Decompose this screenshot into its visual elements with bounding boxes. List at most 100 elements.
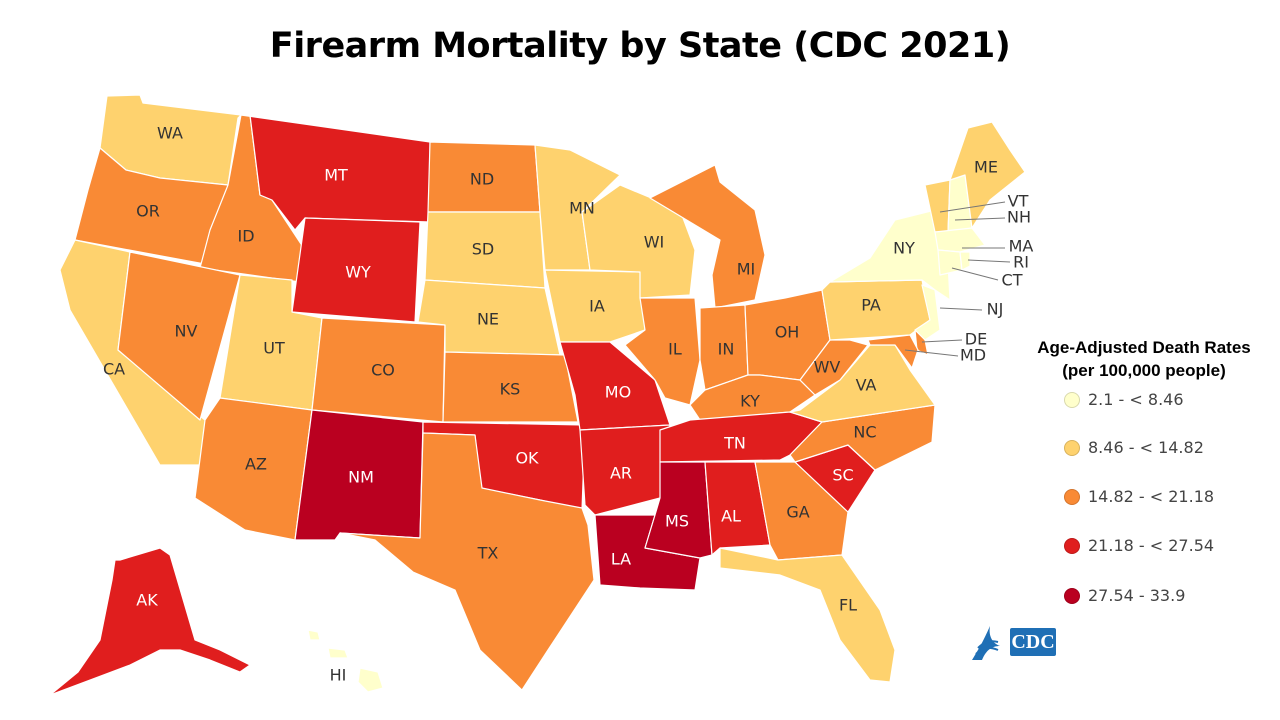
legend-swatch — [1064, 537, 1080, 554]
label-ar: AR — [610, 464, 632, 483]
label-tx: TX — [477, 544, 499, 563]
label-sd: SD — [472, 240, 494, 259]
label-sc: SC — [832, 466, 853, 485]
legend-label: 2.1 - < 8.46 — [1088, 390, 1184, 409]
hhs-eagle-icon — [972, 626, 1000, 660]
label-nc: NC — [853, 423, 876, 442]
label-mn: MN — [569, 199, 595, 218]
label-vt: VT — [1008, 192, 1029, 211]
legend-label: 27.54 - 33.9 — [1088, 586, 1186, 605]
label-ky: KY — [740, 392, 760, 411]
label-co: CO — [371, 361, 395, 380]
label-nd: ND — [470, 170, 494, 189]
label-nh: NH — [1007, 208, 1031, 227]
state-ME[interactable] — [949, 121, 1026, 229]
label-mo: MO — [605, 383, 631, 402]
label-al: AL — [721, 507, 741, 526]
legend-item: 27.54 - 33.9 — [1064, 586, 1185, 605]
label-ct: CT — [1002, 271, 1023, 290]
legend-item: 2.1 - < 8.46 — [1064, 390, 1184, 409]
label-nm: NM — [348, 468, 374, 487]
state-IL[interactable] — [624, 297, 701, 406]
legend-item: 21.18 - < 27.54 — [1064, 536, 1214, 555]
label-me: ME — [974, 158, 998, 177]
legend-item: 14.82 - < 21.18 — [1064, 487, 1214, 506]
label-ms: MS — [665, 512, 689, 531]
legend-title-line2: (per 100,000 people) — [1062, 361, 1226, 380]
label-nj: NJ — [987, 300, 1004, 319]
state-MI[interactable] — [649, 164, 766, 309]
label-wi: WI — [644, 233, 665, 252]
label-oh: OH — [775, 323, 800, 342]
label-ia: IA — [589, 297, 605, 316]
label-de: DE — [965, 330, 987, 349]
label-ca: CA — [103, 360, 125, 379]
label-wv: WV — [814, 358, 841, 377]
state-WY[interactable] — [291, 217, 421, 323]
label-ny: NY — [893, 239, 915, 258]
leader-ri — [967, 259, 1011, 263]
legend: Age-Adjusted Death Rates (per 100,000 pe… — [1026, 336, 1262, 605]
label-ks: KS — [500, 380, 521, 399]
state-AR[interactable] — [579, 424, 671, 516]
state-HI[interactable] — [357, 667, 384, 693]
legend-label: 14.82 - < 21.18 — [1088, 487, 1215, 506]
state-RI[interactable] — [959, 251, 971, 271]
label-ut: UT — [263, 339, 285, 358]
leader-ct — [951, 267, 999, 281]
label-fl: FL — [839, 596, 857, 615]
cdc-logo: CDC — [972, 626, 1056, 660]
label-md: MD — [960, 346, 986, 365]
legend-item: 8.46 - < 14.82 — [1064, 438, 1204, 457]
label-ri: RI — [1013, 253, 1029, 272]
state-HI-2[interactable] — [307, 629, 321, 641]
label-id: ID — [237, 227, 254, 246]
label-ma: MA — [1009, 237, 1034, 256]
leader-md — [904, 349, 959, 357]
legend-swatch — [1064, 391, 1080, 408]
label-wy: WY — [345, 263, 371, 282]
label-ok: OK — [515, 449, 539, 468]
state-TX[interactable] — [339, 432, 595, 691]
legend-swatch — [1064, 439, 1080, 456]
leader-nh — [954, 217, 1006, 221]
legend-label: 21.18 - < 27.54 — [1088, 536, 1215, 555]
label-or: OR — [136, 202, 160, 221]
label-ak: AK — [136, 591, 158, 610]
state-AK[interactable] — [49, 547, 251, 696]
state-CT[interactable] — [937, 249, 963, 276]
state-MD[interactable] — [867, 334, 919, 369]
label-hi: HI — [330, 666, 347, 685]
label-wa: WA — [157, 124, 183, 143]
label-ga: GA — [786, 503, 809, 522]
label-in: IN — [718, 340, 735, 359]
state-FL[interactable] — [719, 547, 896, 683]
legend-swatch — [1064, 587, 1080, 604]
page-title: Firearm Mortality by State (CDC 2021) — [269, 26, 1011, 66]
label-il: IL — [668, 340, 682, 359]
legend-swatch — [1064, 488, 1080, 505]
cdc-logo-text: CDC — [1011, 631, 1054, 653]
leader-vt — [939, 201, 1006, 213]
label-nv: NV — [175, 322, 198, 341]
label-mt: MT — [324, 166, 348, 185]
label-pa: PA — [861, 296, 881, 315]
legend-label: 8.46 - < 14.82 — [1088, 438, 1204, 457]
state-WI[interactable] — [581, 184, 696, 299]
leader-de — [921, 339, 963, 343]
label-mi: MI — [737, 260, 756, 279]
legend-title-line1: Age-Adjusted Death Rates — [1037, 338, 1251, 357]
label-la: LA — [611, 550, 631, 569]
state-HI-3[interactable] — [327, 647, 349, 659]
state-NV[interactable] — [117, 251, 241, 421]
label-az: AZ — [245, 455, 267, 474]
label-ne: NE — [477, 310, 499, 329]
cdc-logo-box — [1010, 628, 1056, 656]
state-DE[interactable] — [914, 329, 929, 356]
label-va: VA — [856, 376, 877, 395]
legend-title: Age-Adjusted Death Rates (per 100,000 pe… — [1026, 336, 1262, 382]
state-AL[interactable] — [704, 461, 771, 556]
state-KS[interactable] — [442, 351, 579, 423]
leader-nj — [939, 307, 983, 311]
